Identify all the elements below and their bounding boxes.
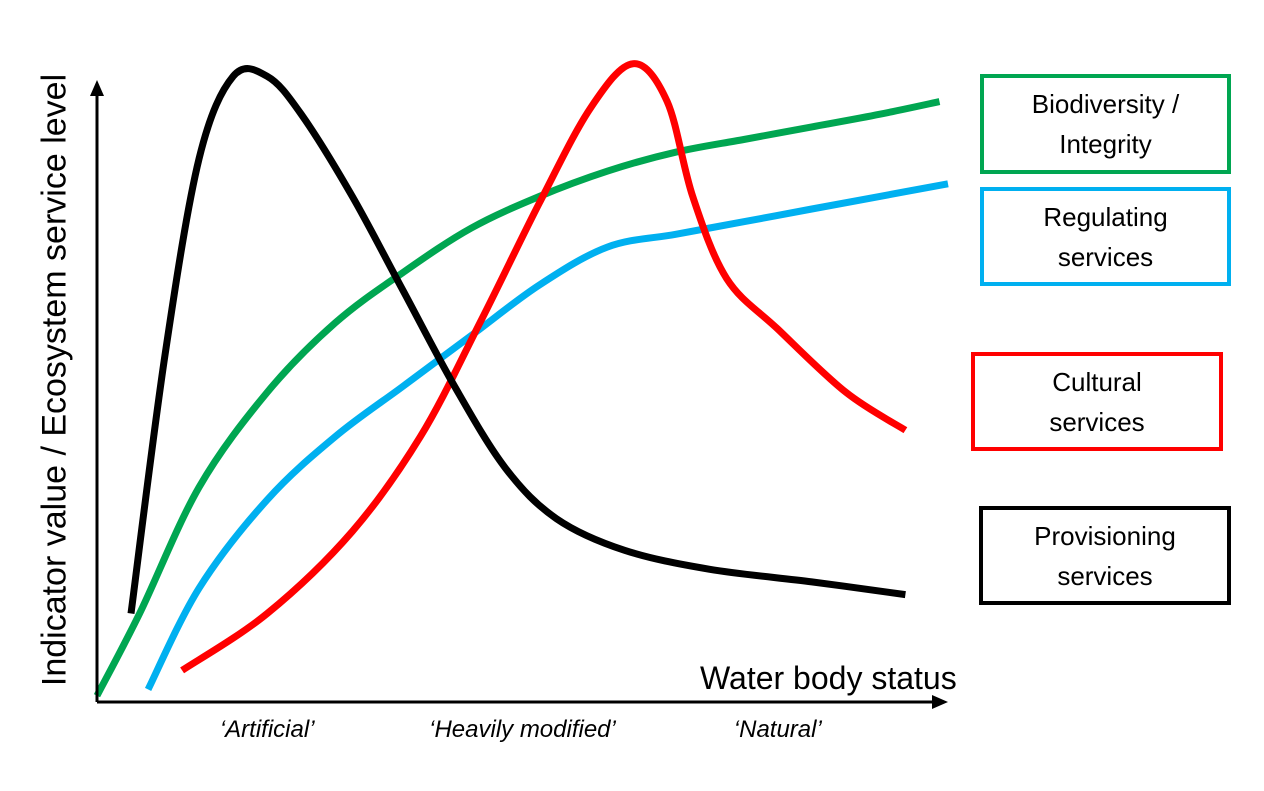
legend-entry-biodiversity: Biodiversity / Integrity — [980, 74, 1231, 174]
legend-entry-provisioning: Provisioning services — [979, 506, 1231, 605]
x-tick-label-heavily-modified: ‘Heavily modified’ — [429, 716, 616, 743]
series-line-provisioning-services — [127, 65, 906, 614]
legend-label-line-1: Cultural — [1052, 366, 1142, 397]
x-tick-label-natural: ‘Natural’ — [733, 716, 822, 743]
series-line-biodiversity-integrity — [93, 98, 941, 698]
legend-label-line-2: Integrity — [1059, 129, 1152, 159]
legend-entry-cultural: Cultural services — [971, 352, 1223, 451]
y-axis-arrow-icon — [90, 80, 104, 96]
legend-label-line-2: services — [1049, 406, 1145, 437]
axes-layer — [90, 80, 948, 709]
series-line-regulating-services — [144, 180, 949, 691]
legend-label-line-2: services — [1057, 241, 1154, 272]
legend-label-line-1: Biodiversity / — [1031, 89, 1180, 119]
legend-label-line-1: Regulating — [1043, 201, 1168, 232]
series-line-cultural-services — [180, 60, 908, 674]
legend-entry-regulating: Regulating services — [980, 187, 1231, 286]
y-axis-label: Indicator value / Ecosystem service leve… — [35, 73, 74, 687]
series-layer — [93, 60, 949, 698]
x-axis-label: Water body status — [700, 660, 957, 696]
legend-label-line-2: services — [1057, 560, 1153, 591]
x-axis-arrow-icon — [932, 695, 948, 709]
x-tick-label-artificial: ‘Artificial’ — [219, 716, 315, 743]
legend-label-line-1: Provisioning — [1034, 520, 1176, 551]
